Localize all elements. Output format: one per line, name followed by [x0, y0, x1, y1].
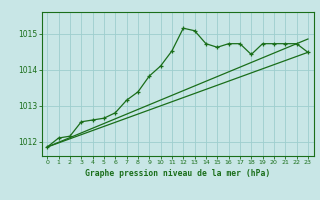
X-axis label: Graphe pression niveau de la mer (hPa): Graphe pression niveau de la mer (hPa): [85, 169, 270, 178]
